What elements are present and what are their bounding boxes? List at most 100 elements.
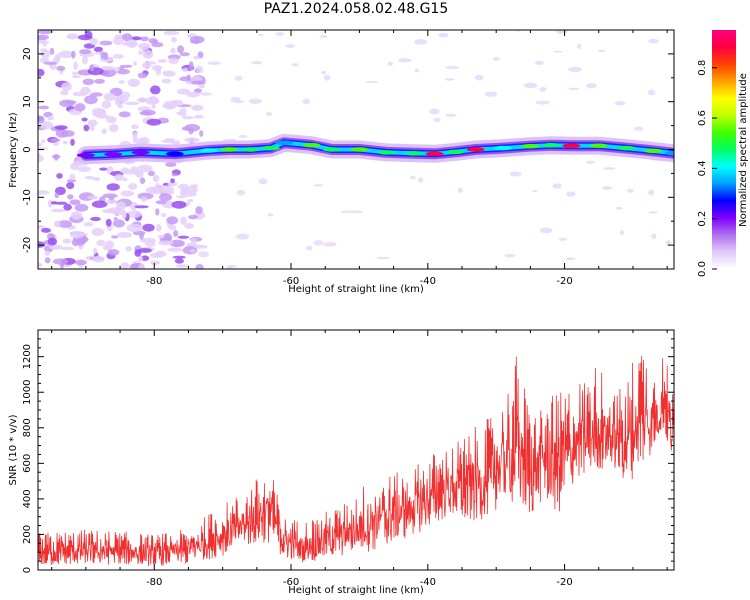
noise-blob bbox=[38, 154, 44, 163]
noise-blob bbox=[56, 65, 66, 71]
noise-blob bbox=[647, 89, 656, 96]
x-tick-label: -80 bbox=[146, 276, 162, 287]
noise-blob bbox=[186, 91, 200, 98]
noise-blob bbox=[114, 174, 125, 182]
noise-blob bbox=[151, 104, 156, 109]
y-tick-label: 0 bbox=[22, 567, 33, 573]
noise-blob bbox=[82, 55, 88, 65]
noise-blob bbox=[39, 48, 48, 52]
noise-blob bbox=[152, 175, 160, 183]
noise-blob bbox=[131, 124, 139, 129]
noise-blob bbox=[126, 223, 143, 233]
noise-blob bbox=[414, 68, 420, 73]
noise-blob bbox=[73, 61, 78, 70]
noise-blob bbox=[91, 200, 108, 208]
noise-blob bbox=[176, 195, 187, 199]
noise-blob bbox=[57, 220, 72, 228]
ridge-peak bbox=[617, 145, 636, 151]
spectrogram-panel: -80 -60 -40 -20 -20 -10 0 10 20 Height of straig… bbox=[8, 29, 675, 295]
noise-blob bbox=[418, 177, 423, 183]
noise-blob bbox=[195, 264, 204, 269]
noise-blob bbox=[340, 210, 353, 213]
noise-blob bbox=[313, 240, 324, 246]
noise-blob bbox=[170, 178, 176, 184]
colorbar-tick-label: 0.8 bbox=[697, 60, 708, 76]
ridge-peak bbox=[405, 151, 424, 156]
noise-blob bbox=[313, 184, 324, 187]
noise-blob bbox=[365, 80, 379, 83]
noise-blob bbox=[70, 211, 83, 220]
noise-blob bbox=[48, 244, 63, 250]
ridge-peak bbox=[494, 145, 512, 151]
noise-blob bbox=[100, 66, 116, 71]
noise-blob bbox=[158, 185, 174, 193]
noise-blob bbox=[124, 101, 140, 106]
noise-blob bbox=[191, 185, 198, 193]
noise-blob bbox=[187, 199, 194, 203]
noise-blob bbox=[302, 98, 311, 105]
noise-blob bbox=[138, 50, 143, 55]
noise-blob bbox=[80, 86, 91, 95]
noise-blob bbox=[163, 30, 180, 36]
noise-blob bbox=[665, 240, 671, 246]
noise-blob bbox=[101, 68, 117, 77]
x-tick-label: -40 bbox=[420, 276, 436, 287]
noise-blob bbox=[134, 205, 149, 209]
noise-blob bbox=[162, 103, 173, 109]
ridge-peak bbox=[521, 144, 540, 149]
noise-blob bbox=[602, 186, 613, 191]
noise-blob bbox=[62, 140, 68, 145]
noise-blob bbox=[92, 177, 101, 181]
noise-blob bbox=[54, 125, 68, 130]
x-tick-label: -40 bbox=[420, 577, 436, 588]
x-tick-label: -60 bbox=[283, 577, 299, 588]
noise-blob bbox=[226, 265, 238, 268]
noise-blob bbox=[140, 36, 149, 42]
noise-blob bbox=[60, 246, 74, 251]
ridge-peak bbox=[131, 150, 150, 155]
ridge-peak bbox=[466, 147, 485, 152]
snr-line bbox=[38, 355, 674, 567]
noise-blob bbox=[130, 166, 139, 173]
noise-blob bbox=[191, 104, 204, 111]
noise-blob bbox=[179, 52, 190, 57]
x-tick-label: -20 bbox=[556, 577, 572, 588]
noise-blob bbox=[55, 129, 69, 138]
snr-axes: -80 -60 -40 -20 0 200 400 600 800 1000 1200 bbox=[22, 330, 674, 588]
noise-blob bbox=[484, 91, 498, 97]
noise-blob bbox=[66, 181, 75, 190]
noise-blob bbox=[84, 95, 98, 105]
noise-blob bbox=[147, 170, 155, 177]
noise-blob bbox=[195, 206, 203, 214]
noise-blob bbox=[59, 99, 74, 108]
noise-blob bbox=[118, 80, 125, 84]
spectrogram-axes: -80 -60 -40 -20 -20 -10 0 10 20 bbox=[22, 29, 674, 287]
figure-title: PAZ1.2024.058.02.48.G15 bbox=[263, 1, 449, 17]
noise-blob bbox=[113, 217, 118, 221]
noise-blob bbox=[169, 239, 185, 248]
spectrogram-y-axis-title: Frequency (Hz) bbox=[8, 112, 19, 188]
ridge-peak bbox=[562, 143, 581, 148]
noise-blob bbox=[275, 32, 285, 36]
noise-blob bbox=[532, 189, 538, 193]
noise-blob bbox=[161, 212, 167, 218]
noise-blob bbox=[62, 238, 72, 244]
noise-blob bbox=[190, 80, 206, 85]
colorbar-tick-label: 0.2 bbox=[697, 211, 708, 227]
noise-blob bbox=[132, 138, 147, 144]
noise-blob bbox=[150, 85, 161, 95]
noise-blob bbox=[141, 61, 152, 69]
noise-blob bbox=[651, 233, 657, 240]
noise-blob bbox=[52, 258, 69, 265]
noise-blob bbox=[136, 164, 153, 173]
noise-blob bbox=[162, 71, 167, 75]
noise-blob bbox=[161, 78, 172, 84]
ridge-peak bbox=[541, 143, 560, 148]
noise-blob bbox=[60, 90, 69, 96]
noise-blob bbox=[96, 114, 110, 119]
noise-blob bbox=[291, 63, 299, 67]
noise-blob bbox=[319, 35, 328, 38]
noise-blob bbox=[38, 262, 43, 268]
noise-blob bbox=[107, 249, 120, 256]
